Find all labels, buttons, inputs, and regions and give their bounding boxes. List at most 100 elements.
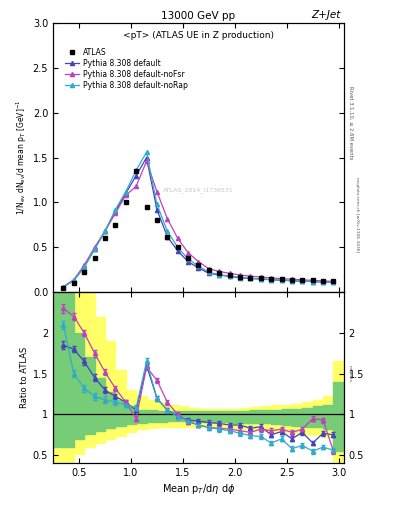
Title: 13000 GeV pp: 13000 GeV pp xyxy=(162,11,235,21)
ATLAS xyxy=(300,277,305,283)
Pythia 8.308 default xyxy=(259,276,263,282)
ATLAS xyxy=(310,278,315,284)
Pythia 8.308 default-noFsr xyxy=(227,270,232,276)
Pythia 8.308 default xyxy=(196,265,201,271)
Text: Z+Jet: Z+Jet xyxy=(312,10,341,20)
Pythia 8.308 default-noFsr xyxy=(321,278,325,284)
Pythia 8.308 default-noRap xyxy=(92,246,97,252)
Pythia 8.308 default-noFsr xyxy=(82,262,86,268)
Pythia 8.308 default-noRap xyxy=(310,279,315,285)
Pythia 8.308 default xyxy=(72,278,76,284)
Pythia 8.308 default-noFsr xyxy=(144,158,149,164)
Pythia 8.308 default-noFsr xyxy=(300,277,305,283)
Pythia 8.308 default-noRap xyxy=(165,228,170,234)
Pythia 8.308 default-noFsr xyxy=(269,275,274,281)
Pythia 8.308 default-noRap xyxy=(144,149,149,155)
ATLAS xyxy=(61,285,66,291)
Line: Pythia 8.308 default: Pythia 8.308 default xyxy=(61,156,336,289)
Pythia 8.308 default xyxy=(82,264,86,270)
Pythia 8.308 default-noFsr xyxy=(92,244,97,250)
Pythia 8.308 default-noRap xyxy=(61,284,66,290)
ATLAS xyxy=(269,275,274,282)
Pythia 8.308 default-noRap xyxy=(123,188,128,195)
Y-axis label: Ratio to ATLAS: Ratio to ATLAS xyxy=(20,347,29,409)
Pythia 8.308 default xyxy=(331,279,336,285)
Pythia 8.308 default-noFsr xyxy=(113,210,118,216)
Pythia 8.308 default xyxy=(279,277,284,283)
ATLAS xyxy=(82,269,86,275)
Legend: ATLAS, Pythia 8.308 default, Pythia 8.308 default-noFsr, Pythia 8.308 default-no: ATLAS, Pythia 8.308 default, Pythia 8.30… xyxy=(63,46,190,92)
ATLAS xyxy=(103,235,107,241)
Pythia 8.308 default xyxy=(154,206,159,212)
ATLAS xyxy=(290,276,294,283)
Pythia 8.308 default-noRap xyxy=(248,275,253,281)
Text: mcplots.: mcplots. xyxy=(348,365,352,383)
Pythia 8.308 default-noRap xyxy=(72,278,76,284)
Text: mcplots.cern.ch [arXiv:1306.3436]: mcplots.cern.ch [arXiv:1306.3436] xyxy=(355,178,359,252)
Pythia 8.308 default-noRap xyxy=(321,279,325,285)
Pythia 8.308 default-noFsr xyxy=(238,272,242,278)
Pythia 8.308 default xyxy=(61,284,66,290)
Pythia 8.308 default xyxy=(310,279,315,285)
ATLAS xyxy=(144,204,149,210)
Pythia 8.308 default-noRap xyxy=(113,206,118,212)
Pythia 8.308 default-noFsr xyxy=(279,275,284,282)
ATLAS xyxy=(196,262,201,268)
Pythia 8.308 default-noFsr xyxy=(248,273,253,279)
Y-axis label: 1/N$_{\mathsf{ev}}$ dN$_{\mathsf{ev}}$/d mean p$_T$ [GeV]$^{-1}$: 1/N$_{\mathsf{ev}}$ dN$_{\mathsf{ev}}$/d… xyxy=(14,100,29,216)
ATLAS xyxy=(238,274,242,280)
Pythia 8.308 default xyxy=(103,228,107,234)
ATLAS xyxy=(123,199,128,205)
ATLAS xyxy=(279,276,284,282)
Pythia 8.308 default-noFsr xyxy=(134,183,138,189)
Text: ATLAS_2014_I1736531: ATLAS_2014_I1736531 xyxy=(163,187,234,193)
Pythia 8.308 default-noFsr xyxy=(206,266,211,272)
Text: <pT> (ATLAS UE in Z production): <pT> (ATLAS UE in Z production) xyxy=(123,31,274,40)
Pythia 8.308 default-noRap xyxy=(227,273,232,279)
Pythia 8.308 default-noRap xyxy=(82,264,86,270)
Pythia 8.308 default-noRap xyxy=(103,228,107,234)
Text: Rivet 3.1.10, ≥ 2.6M events: Rivet 3.1.10, ≥ 2.6M events xyxy=(348,86,353,160)
Pythia 8.308 default-noRap xyxy=(259,276,263,282)
ATLAS xyxy=(72,280,76,286)
Pythia 8.308 default xyxy=(186,259,191,265)
Pythia 8.308 default xyxy=(206,270,211,276)
Pythia 8.308 default-noRap xyxy=(134,167,138,173)
Pythia 8.308 default-noRap xyxy=(279,277,284,283)
Pythia 8.308 default-noRap xyxy=(154,201,159,207)
Pythia 8.308 default-noRap xyxy=(290,278,294,284)
X-axis label: Mean p$_T$/d$\eta$ d$\phi$: Mean p$_T$/d$\eta$ d$\phi$ xyxy=(162,482,235,497)
Line: Pythia 8.308 default-noRap: Pythia 8.308 default-noRap xyxy=(61,150,336,289)
Pythia 8.308 default-noFsr xyxy=(310,278,315,284)
ATLAS xyxy=(113,222,118,228)
ATLAS xyxy=(259,275,263,281)
Pythia 8.308 default-noFsr xyxy=(165,216,170,222)
Pythia 8.308 default xyxy=(144,155,149,161)
Pythia 8.308 default xyxy=(92,246,97,252)
Line: ATLAS: ATLAS xyxy=(61,168,336,290)
ATLAS xyxy=(206,267,211,273)
Pythia 8.308 default-noFsr xyxy=(259,274,263,280)
ATLAS xyxy=(186,255,191,261)
Pythia 8.308 default xyxy=(134,173,138,179)
Pythia 8.308 default xyxy=(300,278,305,284)
Pythia 8.308 default-noRap xyxy=(175,244,180,250)
Pythia 8.308 default xyxy=(113,208,118,215)
Pythia 8.308 default xyxy=(165,233,170,240)
Pythia 8.308 default-noRap xyxy=(186,256,191,262)
Pythia 8.308 default xyxy=(290,278,294,284)
Pythia 8.308 default-noRap xyxy=(206,269,211,275)
Pythia 8.308 default-noFsr xyxy=(154,188,159,195)
Pythia 8.308 default xyxy=(321,279,325,285)
Pythia 8.308 default-noFsr xyxy=(72,276,76,283)
Pythia 8.308 default xyxy=(238,275,242,281)
Pythia 8.308 default xyxy=(269,276,274,283)
ATLAS xyxy=(134,168,138,174)
ATLAS xyxy=(92,255,97,261)
ATLAS xyxy=(227,272,232,278)
Pythia 8.308 default-noRap xyxy=(238,274,242,281)
Pythia 8.308 default-noFsr xyxy=(175,235,180,241)
Pythia 8.308 default xyxy=(123,190,128,197)
Pythia 8.308 default-noRap xyxy=(269,276,274,283)
ATLAS xyxy=(321,278,325,284)
